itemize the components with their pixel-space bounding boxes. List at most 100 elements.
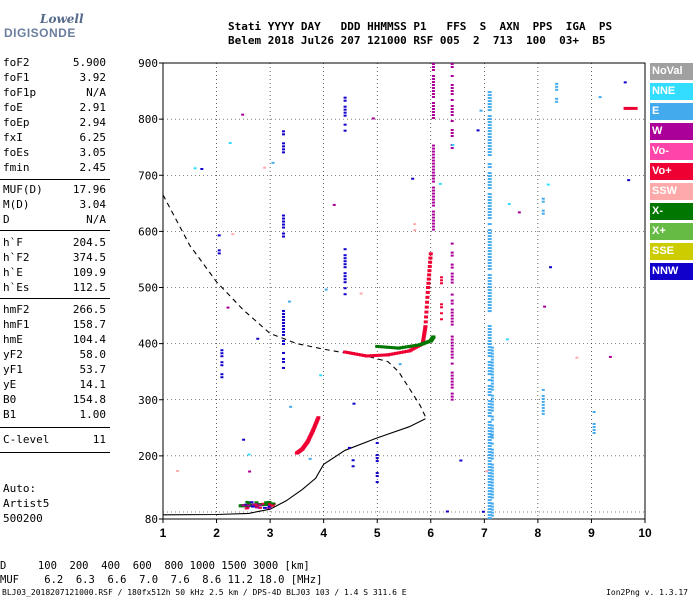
echo-mark xyxy=(450,75,454,77)
echo-mark xyxy=(487,250,492,253)
param-value: 3.04 xyxy=(79,198,107,211)
lowell-digisonde-logo: Lowell DIGISONDE xyxy=(2,4,152,54)
echo-mark xyxy=(487,133,492,136)
echo-mark xyxy=(487,145,492,148)
echo-mark xyxy=(490,490,494,493)
param-row-d: D N/A xyxy=(3,212,106,227)
echo-mark xyxy=(487,247,492,250)
echo-mark xyxy=(487,142,492,145)
echo-mark xyxy=(490,481,494,484)
echo-mark xyxy=(343,254,347,257)
trace-point xyxy=(385,353,390,357)
echo-mark xyxy=(450,344,454,347)
echo-mark xyxy=(431,153,435,156)
y-tick-label: 500 xyxy=(138,282,158,295)
echo-mark xyxy=(487,256,492,259)
echo-mark xyxy=(490,466,494,469)
echo-mark xyxy=(487,394,492,397)
trace-point xyxy=(421,337,426,341)
echo-mark xyxy=(431,108,435,110)
echo-mark xyxy=(431,228,435,231)
echo-mark xyxy=(490,508,494,511)
echo-mark xyxy=(487,106,492,109)
param-name: M(D) xyxy=(3,198,30,211)
echo-mark xyxy=(308,457,312,460)
trace-point xyxy=(383,345,388,349)
echo-mark xyxy=(487,517,492,520)
echo-mark xyxy=(271,161,275,164)
echo-mark xyxy=(487,334,492,337)
echo-mark xyxy=(431,78,435,80)
echo-mark xyxy=(247,453,251,456)
echo-mark xyxy=(439,279,443,282)
trace-point xyxy=(421,335,426,339)
echo-mark xyxy=(487,211,492,214)
echo-mark xyxy=(490,400,494,403)
legend-item-sse: SSE xyxy=(650,243,693,260)
trace-point xyxy=(383,353,388,357)
echo-mark xyxy=(319,374,323,377)
echo-mark xyxy=(487,115,492,118)
echo-mark xyxy=(487,196,492,199)
echo-mark xyxy=(450,147,454,149)
echo-mark xyxy=(487,424,492,427)
echo-mark xyxy=(431,162,435,165)
echo-mark xyxy=(487,457,492,460)
param-value: 109.9 xyxy=(72,266,106,279)
echo-mark xyxy=(487,331,492,334)
echo-mark xyxy=(487,139,492,142)
echo-mark xyxy=(487,304,492,307)
param-row-b0: B0 154.8 xyxy=(3,392,106,407)
y-tick-label: 400 xyxy=(138,338,158,351)
echo-mark xyxy=(431,195,435,198)
echo-mark xyxy=(487,487,492,490)
trace-point xyxy=(372,354,377,358)
param-value: 2.94 xyxy=(79,116,107,129)
trace-point xyxy=(402,345,406,349)
echo-mark xyxy=(282,214,285,217)
trace-point xyxy=(424,305,429,309)
x-tick-label: 10 xyxy=(638,526,652,540)
y-tick-label: 200 xyxy=(138,450,158,463)
echo-mark xyxy=(487,184,492,187)
echo-mark xyxy=(487,262,492,265)
param-row-fxi: fxI 6.25 xyxy=(3,130,106,145)
echo-mark xyxy=(431,168,435,171)
echo-mark xyxy=(487,505,492,508)
echo-mark xyxy=(487,490,492,493)
legend-item-nne: NNE xyxy=(650,83,693,100)
param-value: 374.5 xyxy=(72,251,106,264)
trace-point xyxy=(254,506,259,509)
echo-mark xyxy=(490,370,494,373)
echo-mark xyxy=(487,214,492,217)
echo-mark xyxy=(487,217,492,220)
echo-mark xyxy=(343,275,347,278)
echo-mark xyxy=(450,99,454,101)
echo-mark xyxy=(375,481,379,484)
echo-mark xyxy=(490,415,494,418)
echo-mark xyxy=(490,352,494,355)
echo-mark xyxy=(343,248,347,251)
noise-echoes xyxy=(176,63,638,520)
echo-mark xyxy=(487,427,492,430)
echo-mark xyxy=(623,106,638,110)
trace-point xyxy=(250,505,255,508)
param-value: 266.5 xyxy=(72,303,106,316)
param-name: yF1 xyxy=(3,363,23,376)
echo-mark xyxy=(487,502,492,505)
echo-mark xyxy=(555,85,559,88)
echo-mark xyxy=(487,496,492,499)
header-line2: Belem 2018 Jul26 207 121000 RSF 005 2 71… xyxy=(228,34,606,47)
x-tick-label: 6 xyxy=(427,526,434,540)
trace-point xyxy=(425,300,430,304)
echo-mark xyxy=(490,442,494,445)
param-name: foF1p xyxy=(3,86,37,99)
x-tick-label: 3 xyxy=(267,526,274,540)
trace-point xyxy=(380,345,385,349)
echo-mark xyxy=(541,409,545,412)
echo-mark xyxy=(450,374,454,377)
echo-mark xyxy=(541,394,545,397)
echo-mark xyxy=(592,428,596,431)
echo-mark xyxy=(282,366,285,369)
echo-mark xyxy=(541,400,545,403)
